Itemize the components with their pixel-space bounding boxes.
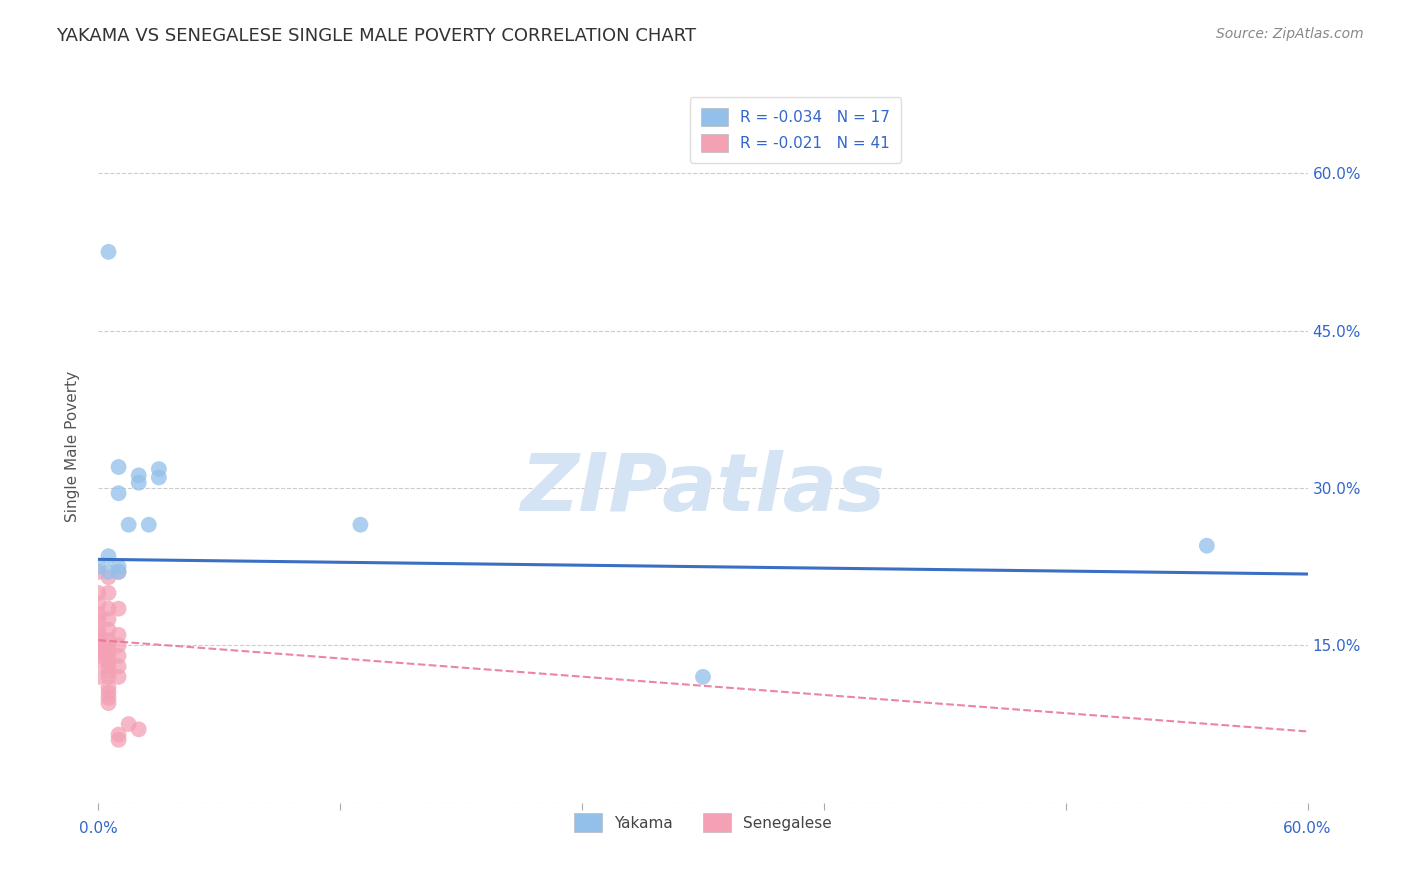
Point <box>107 460 129 475</box>
Point <box>128 475 150 490</box>
Point <box>97 659 120 673</box>
Point <box>87 639 110 653</box>
Point <box>107 565 129 579</box>
Point <box>87 633 110 648</box>
Point <box>118 517 141 532</box>
Text: Source: ZipAtlas.com: Source: ZipAtlas.com <box>1216 27 1364 41</box>
Point <box>87 586 110 600</box>
Point <box>107 728 129 742</box>
Point <box>87 607 110 621</box>
Text: YAKAMA VS SENEGALESE SINGLE MALE POVERTY CORRELATION CHART: YAKAMA VS SENEGALESE SINGLE MALE POVERTY… <box>56 27 696 45</box>
Point <box>87 670 110 684</box>
Point <box>107 659 129 673</box>
Point <box>87 648 110 663</box>
Point <box>118 717 141 731</box>
Point <box>107 486 129 500</box>
Point <box>107 565 129 579</box>
Point <box>97 654 120 668</box>
Point <box>148 462 170 476</box>
Point <box>87 643 110 657</box>
Point <box>97 612 120 626</box>
Point <box>128 723 150 737</box>
Point <box>97 643 120 657</box>
Point <box>1195 539 1218 553</box>
Legend: Yakama, Senegalese: Yakama, Senegalese <box>568 807 838 838</box>
Point <box>128 468 150 483</box>
Point <box>87 612 110 626</box>
Point <box>97 601 120 615</box>
Point <box>97 549 120 564</box>
Point <box>107 670 129 684</box>
Point <box>87 565 110 579</box>
Point <box>107 601 129 615</box>
Point <box>87 628 110 642</box>
Point <box>97 639 120 653</box>
Point <box>138 517 160 532</box>
Point <box>107 648 129 663</box>
Point <box>87 654 110 668</box>
Point <box>97 665 120 679</box>
Point <box>87 596 110 610</box>
Point <box>107 559 129 574</box>
Point <box>97 570 120 584</box>
Point <box>107 628 129 642</box>
Point <box>87 623 110 637</box>
Point <box>97 685 120 699</box>
Point <box>97 633 120 648</box>
Point <box>97 244 120 259</box>
Point <box>97 648 120 663</box>
Point <box>97 696 120 710</box>
Point <box>87 559 110 574</box>
Point <box>97 690 120 705</box>
Point <box>349 517 371 532</box>
Point <box>692 670 714 684</box>
Point <box>97 586 120 600</box>
Point <box>148 470 170 484</box>
Text: ZIPatlas: ZIPatlas <box>520 450 886 528</box>
Point <box>97 681 120 695</box>
Point <box>97 565 120 579</box>
Point <box>107 732 129 747</box>
Y-axis label: Single Male Poverty: Single Male Poverty <box>65 370 80 522</box>
Point <box>107 639 129 653</box>
Point <box>97 670 120 684</box>
Point <box>97 623 120 637</box>
